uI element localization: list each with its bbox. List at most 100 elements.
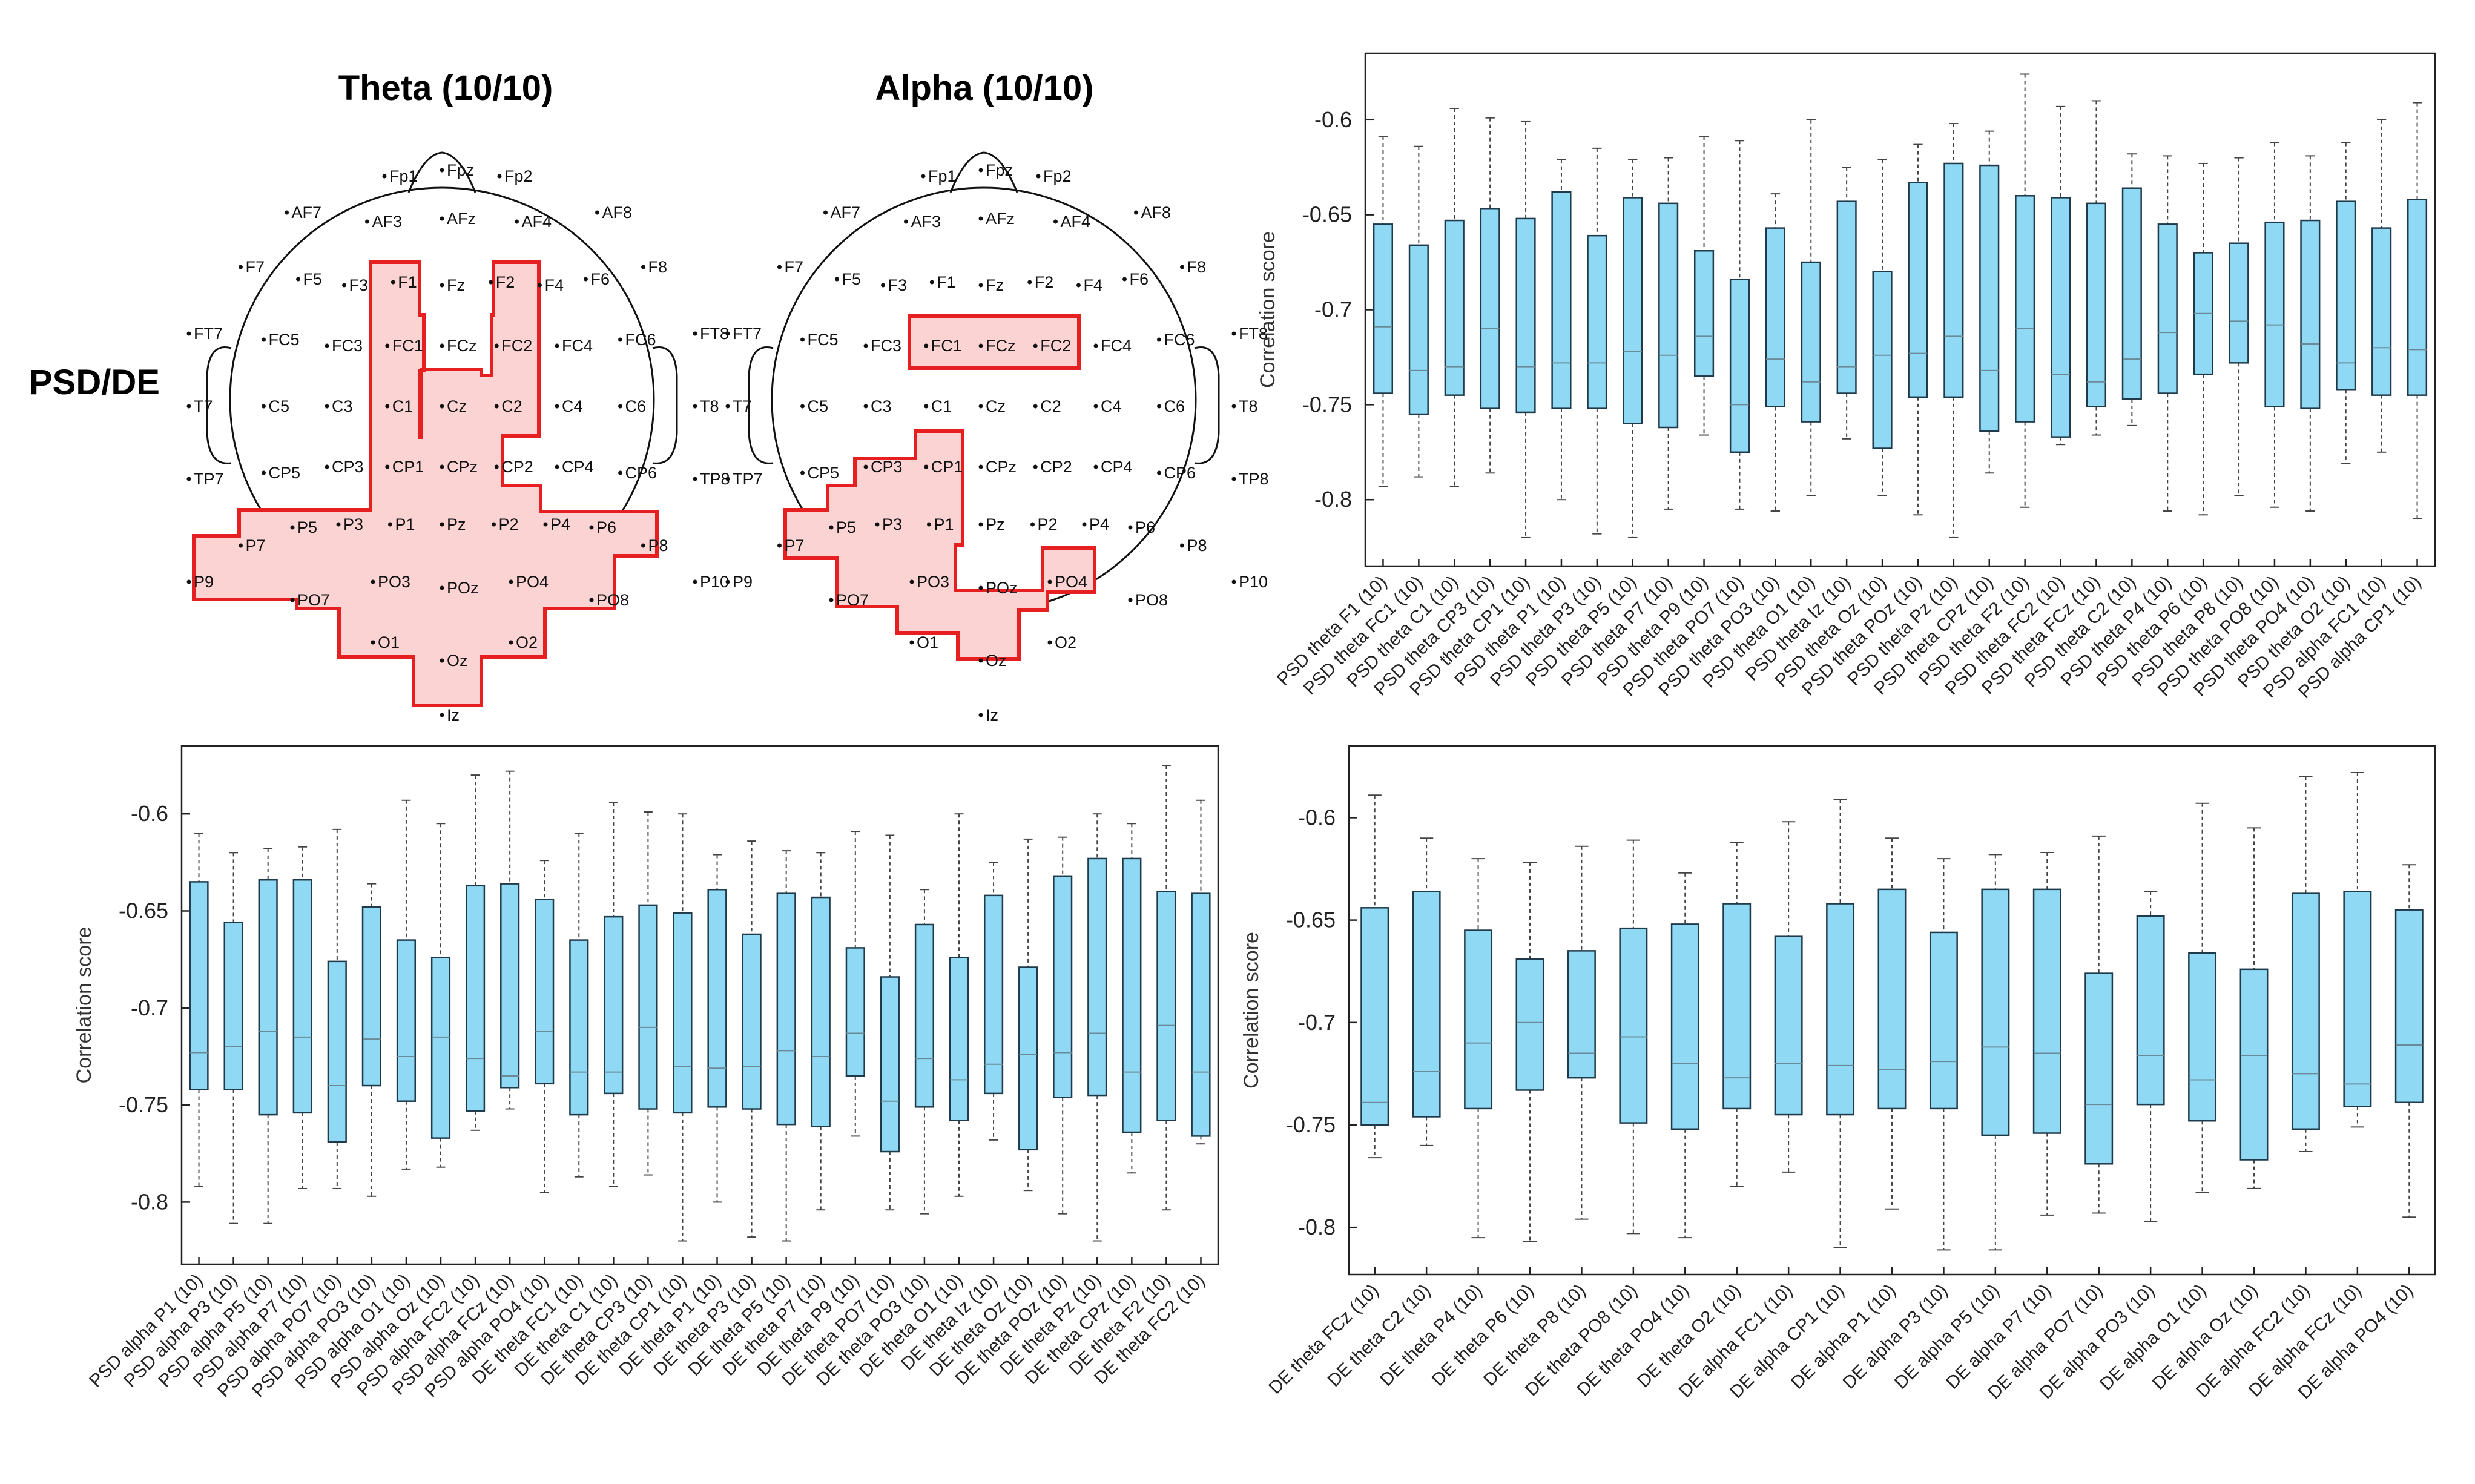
box-iqr [1122, 857, 1142, 1133]
alpha-electrode-o2: O2 [1047, 633, 1076, 651]
alpha-electrode-f6: F6 [1122, 270, 1149, 288]
svg-text:F4: F4 [1084, 276, 1103, 294]
svg-text:FC1: FC1 [931, 337, 962, 355]
box-iqr [1872, 271, 1893, 449]
y-tick-label: -0.65 [119, 899, 168, 923]
theta-electrode-po4: PO4 [509, 573, 549, 591]
plot-frame [180, 745, 1219, 1265]
theta-electrode-f8: F8 [641, 258, 667, 276]
alpha-electrode-fc3: FC3 [863, 337, 901, 355]
svg-text:T8: T8 [1239, 397, 1258, 415]
box-6 [1619, 839, 1648, 1235]
svg-text:P4: P4 [1089, 515, 1109, 533]
svg-text:Oz: Oz [447, 651, 468, 670]
svg-text:AF4: AF4 [522, 213, 552, 231]
box-15 [1872, 159, 1893, 496]
box-11 [1729, 140, 1750, 510]
alpha-electrode-p5: P5 [829, 518, 856, 536]
box-22 [2121, 153, 2142, 426]
svg-text:P7: P7 [246, 536, 266, 555]
box-iqr [569, 939, 589, 1116]
alpha-electrode-cp5: CP5 [800, 464, 839, 482]
alpha-electrode-fp1: Fp1 [921, 167, 957, 185]
svg-text:CPz: CPz [447, 458, 478, 476]
alpha-electrode-p4: P4 [1082, 515, 1109, 533]
box-iqr [500, 883, 520, 1089]
theta-electrode-af7: AF7 [285, 203, 321, 222]
svg-text:P10: P10 [700, 573, 729, 591]
svg-text:F8: F8 [1187, 258, 1207, 276]
box-iqr [1567, 950, 1596, 1079]
svg-text:P3: P3 [343, 515, 363, 533]
box-iqr [1943, 162, 1964, 398]
box-17 [742, 840, 762, 1238]
theta-electrode-cp3: CP3 [325, 458, 364, 476]
svg-text:P5: P5 [836, 518, 856, 536]
theta-electrode-fc5: FC5 [262, 331, 300, 349]
box-iqr [2086, 202, 2107, 407]
svg-text:Cz: Cz [447, 397, 467, 415]
svg-text:F4: F4 [545, 276, 564, 294]
box-4 [1515, 862, 1544, 1242]
alpha-electrode-af8: AF8 [1134, 203, 1171, 222]
box-iqr [1464, 929, 1493, 1110]
theta-electrode-poz: POz [440, 579, 479, 597]
theta-electrode-p6: P6 [589, 518, 616, 536]
box-5 [1567, 845, 1596, 1220]
box-6 [1551, 159, 1572, 501]
svg-text:Iz: Iz [986, 706, 998, 724]
box-iqr [742, 933, 762, 1110]
box-28 [1122, 823, 1142, 1174]
svg-text:FC4: FC4 [562, 337, 593, 355]
svg-text:FT7: FT7 [733, 325, 762, 343]
svg-text:C4: C4 [1101, 397, 1122, 415]
box-iqr [1979, 164, 2000, 432]
box-iqr [673, 912, 693, 1114]
svg-text:CP4: CP4 [1101, 458, 1133, 476]
svg-text:FC2: FC2 [501, 337, 532, 355]
alpha-electrode-ft8: FT8 [1231, 325, 1268, 343]
box-iqr [1551, 191, 1572, 409]
theta-electrode-c4: C4 [555, 397, 583, 415]
box-19 [2291, 776, 2320, 1152]
box-iqr [2291, 892, 2320, 1130]
box-iqr [1018, 966, 1038, 1151]
box-iqr [1515, 958, 1544, 1091]
svg-text:AFz: AFz [447, 209, 476, 228]
box-21 [880, 834, 900, 1211]
svg-text:AFz: AFz [986, 209, 1015, 228]
svg-text:Iz: Iz [447, 706, 460, 724]
svg-text:FC4: FC4 [1101, 337, 1132, 355]
theta-electrode-tp7: TP7 [186, 470, 224, 488]
y-tick-label: -0.75 [119, 1092, 168, 1117]
alpha-electrode-fpz: Fpz [978, 161, 1013, 179]
svg-text:PO8: PO8 [1135, 591, 1168, 609]
svg-text:C3: C3 [332, 397, 353, 415]
box-15 [673, 813, 693, 1242]
box-iqr [2264, 221, 2285, 407]
box-24 [2193, 162, 2213, 516]
theta-electrode-fc4: FC4 [555, 337, 593, 355]
box-30 [1191, 799, 1211, 1145]
svg-text:CPz: CPz [986, 458, 1017, 476]
theta-electrode-oz: Oz [440, 651, 468, 670]
alpha-electrode-c4: C4 [1093, 397, 1122, 415]
alpha-electrode-p8: P8 [1180, 536, 1207, 555]
svg-text:FC1: FC1 [392, 337, 423, 355]
box-iqr [1587, 234, 1607, 409]
y-tick-label: -0.6 [1314, 107, 1352, 132]
theta-electrode-p3: P3 [336, 515, 363, 533]
svg-text:P5: P5 [297, 518, 317, 536]
box-iqr [1877, 888, 1907, 1110]
svg-text:F5: F5 [303, 270, 323, 288]
theta-electrode-p7: P7 [239, 536, 266, 555]
svg-text:FT7: FT7 [194, 325, 223, 343]
box-2 [1408, 145, 1429, 478]
svg-text:F6: F6 [1130, 270, 1149, 288]
box-29 [2371, 119, 2392, 453]
theta-electrode-cp6: CP6 [618, 464, 657, 482]
y-tick-label: -0.65 [1302, 202, 1352, 227]
box-iqr [1053, 875, 1073, 1098]
alpha-electrode-fcz: FCz [978, 337, 1016, 355]
box-14 [638, 811, 658, 1176]
